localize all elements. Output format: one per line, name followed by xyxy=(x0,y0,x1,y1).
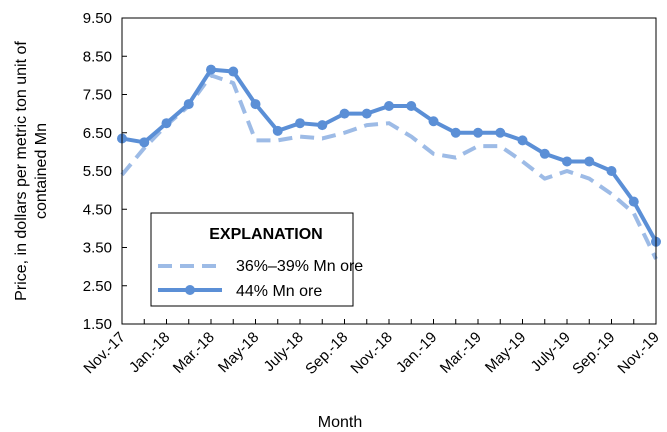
series-point-1 xyxy=(272,125,283,136)
legend-title: EXPLANATION xyxy=(209,226,322,243)
x-tick-label: Nov.-17 xyxy=(80,329,128,377)
series-point-1 xyxy=(450,127,461,138)
series-line-0 xyxy=(120,73,658,260)
x-tick-label: Nov.-18 xyxy=(347,329,395,377)
series-point-1 xyxy=(495,127,506,138)
x-tick-label: Mar.-19 xyxy=(437,329,485,377)
series-point-1 xyxy=(562,156,572,167)
y-tick-label: 3.50 xyxy=(83,240,112,257)
x-tick-label: July-19 xyxy=(528,329,574,375)
series-point-1 xyxy=(339,108,350,119)
series-point-1 xyxy=(584,156,595,167)
x-tick-label: May-19 xyxy=(482,329,529,376)
series-point-1 xyxy=(539,148,550,159)
legend-marker-44 xyxy=(185,285,195,295)
series-point-1 xyxy=(428,116,439,127)
y-axis-title: Price, in dollars per metric ton unit of… xyxy=(13,41,50,301)
x-tick-label: Nov.-19 xyxy=(614,329,662,377)
series-point-1 xyxy=(406,100,417,111)
y-axis-ticks: 1.50 2.50 3.50 4.50 5.50 6.50 7.50 8.50 9.50 xyxy=(83,10,127,333)
x-axis-ticks: Nov.-17Jan.-18Mar.-18May-18July-18Sep.-1… xyxy=(80,319,663,378)
series-point-1 xyxy=(473,127,483,138)
series-point-1 xyxy=(206,64,216,75)
series-point-1 xyxy=(183,99,194,110)
legend-label-44: 44% Mn ore xyxy=(236,283,322,300)
y-tick-label: 9.50 xyxy=(83,10,112,27)
x-tick-label: May-18 xyxy=(215,329,262,376)
series-point-1 xyxy=(606,166,617,176)
plot-frame xyxy=(121,17,657,325)
y-tick-label: 8.50 xyxy=(83,48,112,65)
y-tick-label: 2.50 xyxy=(83,278,112,295)
series-layer xyxy=(117,64,661,260)
y-axis-title-line-1: Price, in dollars per metric ton unit of xyxy=(13,41,30,301)
series-point-1 xyxy=(139,137,150,148)
series-point-1 xyxy=(250,99,261,110)
x-tick-label: Sep.-19 xyxy=(569,329,618,378)
x-tick-label: Sep.-18 xyxy=(302,329,351,378)
y-tick-label: 4.50 xyxy=(83,201,112,218)
legend-label-36-39: 36%–39% Mn ore xyxy=(236,258,363,275)
y-tick-label: 1.50 xyxy=(83,316,112,333)
series-point-1 xyxy=(228,66,239,77)
series-point-1 xyxy=(384,100,394,111)
legend: EXPLANATION 36%–39% Mn ore 44% Mn ore xyxy=(150,212,363,307)
x-tick-label: Mar.-18 xyxy=(170,329,218,377)
series-point-1 xyxy=(317,120,328,131)
x-tick-label: July-18 xyxy=(261,329,307,375)
y-tick-label: 7.50 xyxy=(83,87,112,104)
x-tick-label: Jan.-18 xyxy=(126,329,173,376)
series-point-1 xyxy=(517,135,528,146)
series-point-1 xyxy=(295,118,305,129)
x-axis-title: Month xyxy=(318,414,362,431)
y-tick-label: 5.50 xyxy=(83,163,112,180)
y-axis-title-line-2: contained Mn xyxy=(33,123,50,219)
series-point-1 xyxy=(361,108,372,119)
x-tick-label: Jan.-19 xyxy=(393,329,440,376)
series-point-1 xyxy=(628,196,639,207)
y-tick-label: 6.50 xyxy=(83,125,112,142)
series-point-1 xyxy=(161,118,172,129)
